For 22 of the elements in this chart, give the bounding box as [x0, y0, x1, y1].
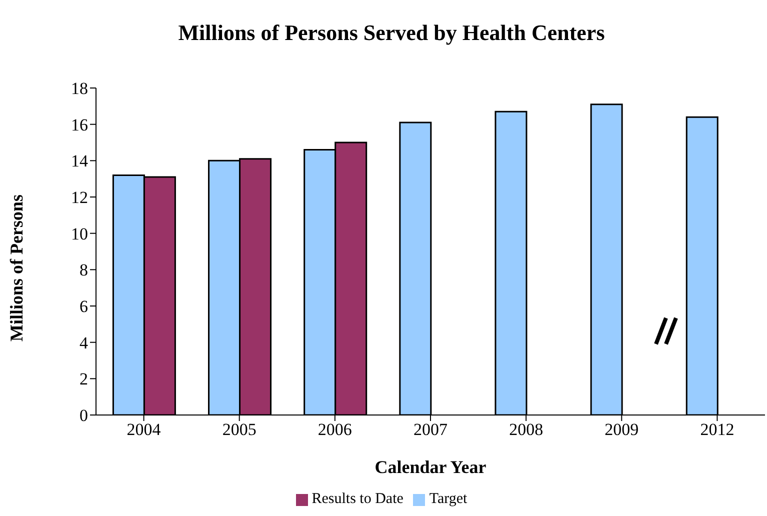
y-tick-label: 18: [71, 79, 88, 98]
x-tick-label: 2005: [222, 420, 256, 440]
x-axis-title: Calendar Year: [374, 457, 486, 477]
x-tick-label: 2012: [700, 420, 734, 440]
y-tick-label: 14: [71, 152, 88, 171]
legend-label: Target: [429, 491, 468, 507]
y-tick-label: 0: [80, 406, 88, 426]
y-tick-label: 10: [71, 224, 88, 244]
y-axis-title: Millions of Persons: [6, 194, 26, 342]
y-tick-label: 4: [80, 333, 88, 352]
x-tick-label: 2007: [414, 420, 448, 440]
y-tick-label: 6: [80, 297, 88, 316]
x-tick-label: 2006: [318, 420, 352, 440]
x-tick-label: 2004: [126, 420, 162, 440]
y-tick-label: 8: [80, 260, 88, 280]
y-tick-label: 2: [80, 370, 88, 389]
chart-title: Millions of Persons Served by Health Centers: [177, 20, 606, 46]
x-tick-label: 2008: [509, 420, 544, 440]
legend-label: Results to Date: [312, 491, 404, 507]
y-tick-label: 16: [71, 115, 88, 134]
y-tick-label: 12: [71, 188, 88, 208]
x-tick-label: 2009: [604, 420, 639, 440]
